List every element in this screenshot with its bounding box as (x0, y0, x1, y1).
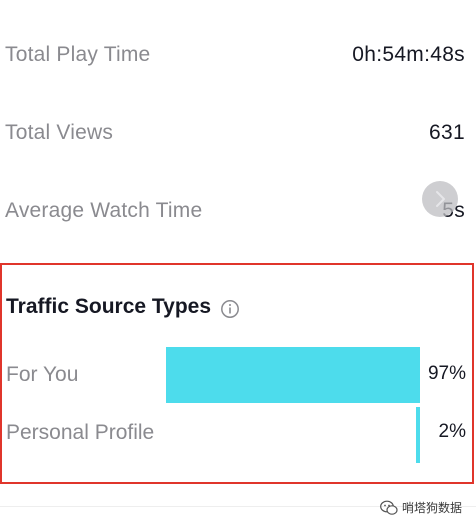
stat-label: Total Views (5, 121, 114, 144)
traffic-source-section: Traffic Source Types For You 97% Persona… (0, 263, 474, 484)
source-bar (166, 347, 420, 403)
source-percent: 2% (438, 421, 466, 442)
stat-value: 0h:54m:48s (352, 43, 465, 66)
info-circle-icon[interactable] (220, 299, 240, 319)
source-label: Personal Profile (6, 421, 155, 444)
section-title: Traffic Source Types (6, 295, 212, 318)
source-label: For You (6, 363, 79, 386)
traffic-source-row-personal-profile: Personal Profile 2% (2, 407, 472, 463)
wechat-icon (380, 500, 398, 515)
source-percent: 97% (427, 363, 466, 384)
source-bar-track (166, 347, 420, 403)
stat-value: 631 (429, 121, 465, 144)
chevron-right-icon (436, 191, 445, 207)
floating-scroll-button[interactable] (422, 181, 458, 217)
stat-label: Total Play Time (5, 43, 151, 66)
watermark-text: 哨塔狗数据 (401, 501, 462, 515)
stat-label: Average Watch Time (5, 199, 203, 222)
stat-row-average-watch-time: Average Watch Time 5s (0, 191, 476, 231)
stat-row-total-play-time: Total Play Time 0h:54m:48s (0, 35, 476, 75)
traffic-source-row-for-you: For You 97% (2, 347, 472, 403)
source-bar (416, 407, 420, 463)
divider (0, 506, 476, 507)
watermark: 哨塔狗数据 (380, 499, 462, 516)
source-bar-track (166, 407, 420, 463)
stat-row-total-views: Total Views 631 (0, 113, 476, 153)
